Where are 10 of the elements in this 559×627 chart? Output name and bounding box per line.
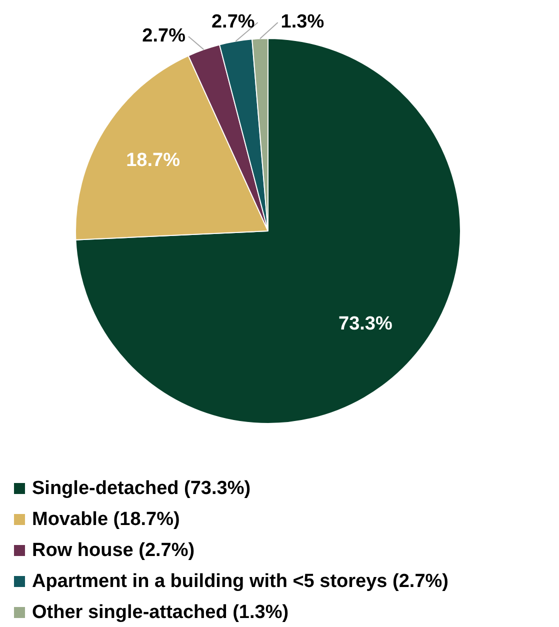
legend-label: Movable (18.7%) [32,508,180,530]
legend-label: Other single-attached (1.3%) [32,602,289,624]
legend-label: Row house (2.7%) [32,540,195,562]
legend-label: Single-detached (73.3%) [32,478,251,500]
data-label: 73.3% [338,313,392,334]
data-label: 18.7% [126,150,180,171]
data-label: 2.7% [211,12,255,33]
legend-label: Apartment in a building with <5 storeys (2.7%) [32,570,448,592]
data-label: 2.7% [142,26,186,47]
data-label: 1.3% [280,12,324,33]
